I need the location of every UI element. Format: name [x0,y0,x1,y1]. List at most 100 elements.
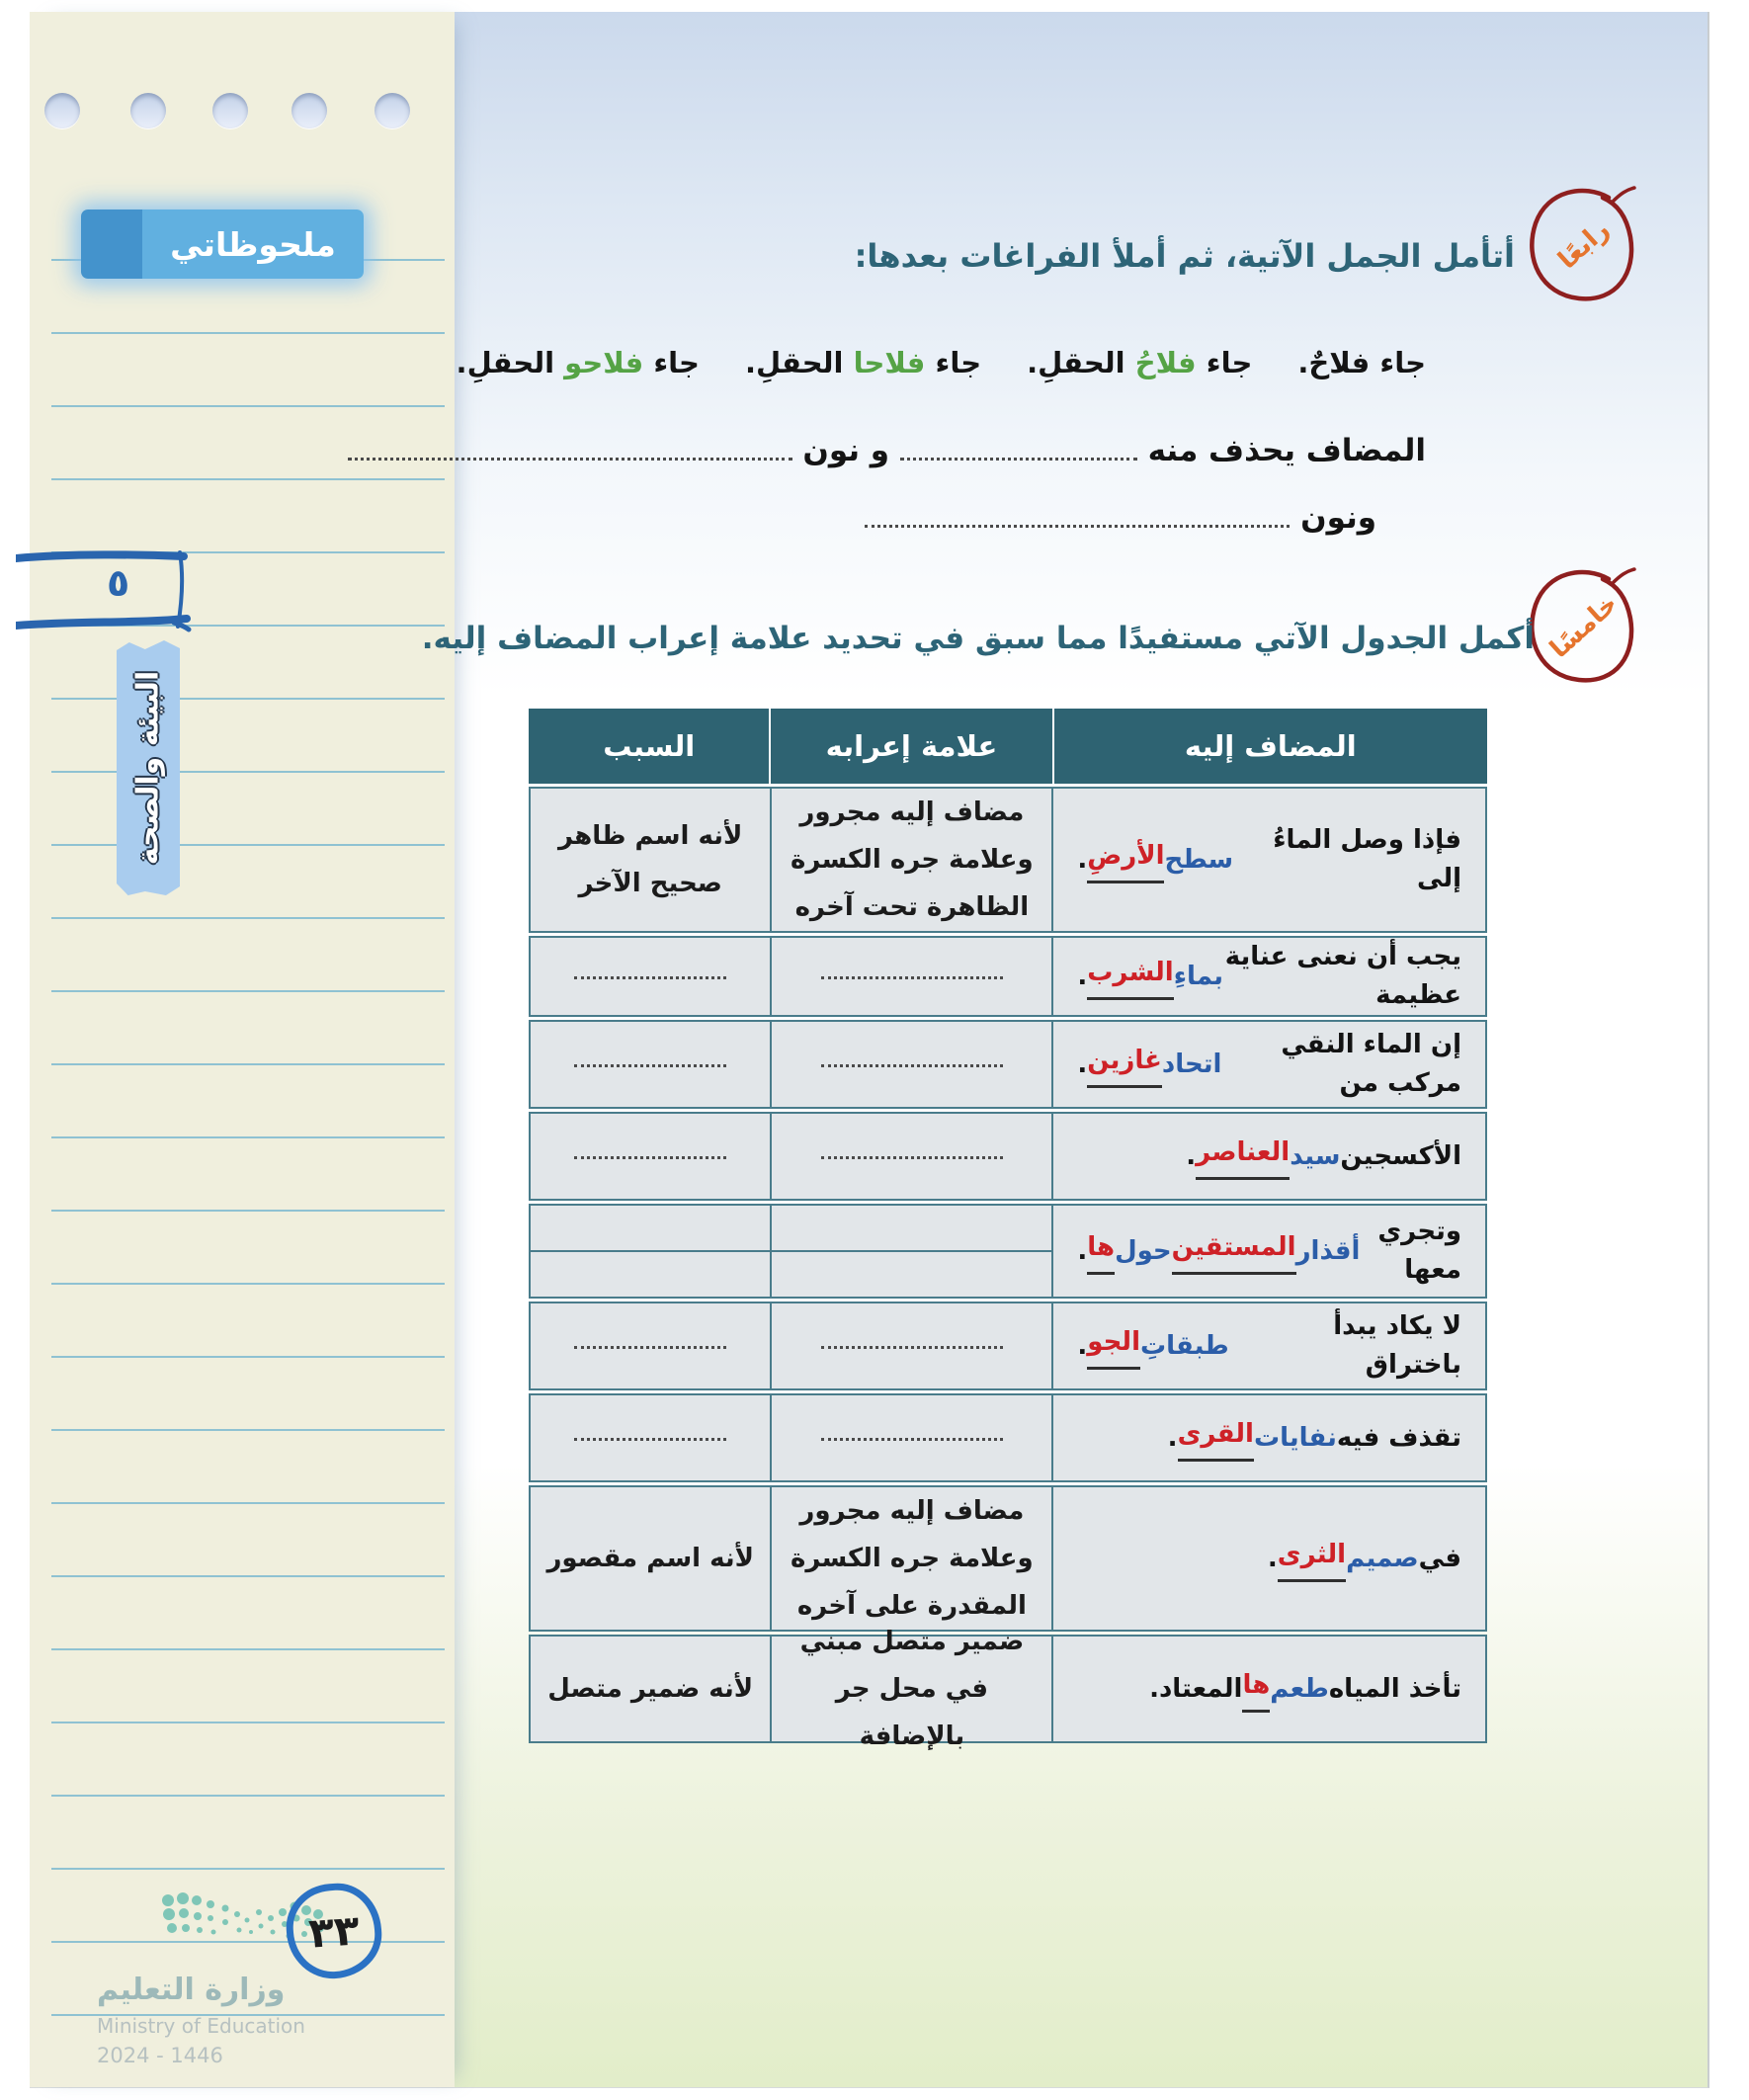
punch-hole [212,93,248,128]
answer-blank [772,1206,1052,1252]
notes-label: ملحوظاتي [81,210,364,279]
answer-blank [574,1435,727,1441]
ministry-years: 2024 - 1446 [97,2044,223,2067]
text-segment: تأخذ المياه [1328,1673,1461,1704]
header-reason: السبب [529,709,772,784]
header-genitive: المضاف إليه [1184,729,1357,763]
hand-drawn-circle-icon [1530,186,1636,301]
answer-blank [821,1343,1003,1349]
text-segment: . [1077,1235,1088,1266]
genitive-sentence: تقذف فيه نفايات القرى. [1053,1395,1485,1480]
text-segment: أقذار [1295,1235,1361,1266]
answer-blank [574,1061,727,1067]
text-segment: تقذف فيه [1336,1422,1461,1453]
grammar-table: المضاف إليه علامة إعرابه السبب فإذا وصل … [529,709,1487,1751]
text-segment: صميم [1346,1543,1419,1573]
text-segment: . [1077,1330,1088,1361]
text-segment: يجب أن نعنى عناية عظيمة [1224,942,1461,1010]
example-sentence: جاء فلاحٌ. [1297,346,1426,379]
answer-blank [574,973,727,979]
section-four-badge: رابعًا [1524,180,1644,310]
dotted-blank [865,502,1291,528]
text-segment: سطح [1164,844,1234,875]
marking-cell [772,1303,1054,1388]
genitive-sentence: يجب أن نعنى عناية عظيمة بماءِ الشرب. [1053,938,1485,1015]
genitive-word: الجو [1087,1323,1140,1370]
notes-sidebar: ملحوظاتي ٥ البيئة والصحة وزارة الت [16,12,455,2087]
punch-hole [130,93,166,128]
answer-blank [531,1252,770,1297]
answer-blank [772,1252,1051,1297]
unit-number-box [16,550,192,632]
genitive-sentence: لا يكاد يبدأ باختراق طبقاتِ الجو. [1053,1303,1485,1388]
answer-blank [574,1343,727,1349]
punch-hole [44,93,80,128]
answer-blank [531,1206,771,1252]
example-sentence: جاء فلاحُ الحقلِ. [1027,346,1252,379]
example-sentence: جاء فلاحا الحقلِ. [745,346,981,379]
genitive-word: الثرى [1277,1536,1347,1582]
genitive-sentence: الأكسجين سيد العناصر. [1053,1114,1485,1199]
worksheet-page: ملحوظاتي ٥ البيئة والصحة وزارة الت [16,12,1709,2088]
text-segment: اتحاد [1161,1049,1222,1079]
text-segment: سيد [1290,1140,1341,1171]
marking-cell [772,938,1054,1015]
unit-tab-ribbon: البيئة والصحة [117,640,180,895]
genitive-word: القرى [1177,1415,1254,1462]
genitive-sentence: في صميم الثرى. [1053,1487,1485,1630]
text-segment: طبقاتِ [1139,1330,1229,1361]
text-segment: ونون [1290,500,1376,536]
text-segment: بماءِ [1173,961,1223,991]
text-segment: جاء [925,346,982,379]
genitive-sentence: وتجري معها أقذار المستقين حول ها. [1053,1206,1485,1297]
text-segment: الحقلِ. [744,346,854,379]
genitive-word: ها [1087,1228,1116,1275]
table-row: الأكسجين سيد العناصر. [529,1112,1487,1201]
answer-blank [821,973,1003,979]
text-segment: . [1077,961,1088,991]
unit-number: ٥ [107,561,130,605]
marking-cell [772,1022,1054,1107]
table-row: تأخذ المياه طعم ها المعتاد. ضمير متصل مبن… [529,1627,1487,1751]
ministry-logo-dots [162,1892,324,1939]
text-segment: . [1267,1543,1278,1573]
section-five-title: أكمل الجدول الآتي مستفيدًا مما سبق في تح… [421,621,1535,656]
text-segment: في [1418,1543,1461,1573]
marking-cell: مضاف إليه مجرور وعلامة جره الكسرة المقدر… [772,1487,1054,1630]
text-segment: . [1077,1049,1088,1079]
answer-blank [821,1061,1003,1067]
reason-cell [531,1022,773,1107]
answer-blank [821,1435,1003,1441]
text-segment: فإذا وصل الماءُ إلى [1273,825,1461,893]
ruled-lines [51,259,445,2030]
text-segment: فلاحا [853,346,926,379]
notes-label-text: ملحوظاتي [170,224,336,264]
text-segment: و نون [791,433,900,468]
example-sentences: جاء فلاحٌ. جاء فلاحُ الحقلِ. جاء فلاحا ا… [457,346,1426,379]
marking-cell: ضمير متصل مبني في محل جر بالإضافة [772,1627,1054,1751]
fill-in-line-1: المضاف يحذف منه و نون [347,433,1426,468]
text-segment: فلاحُ [1134,346,1197,379]
table-header-row: المضاف إليه علامة إعرابه السبب [529,709,1487,784]
genitive-word: ها [1242,1666,1271,1713]
table-row: إن الماء النقي مركب من اتحاد غازين. [529,1020,1487,1109]
genitive-sentence: تأخذ المياه طعم ها المعتاد. [1053,1637,1485,1741]
hand-drawn-circle-icon [1530,567,1636,683]
text-segment: طعم [1270,1673,1329,1704]
header-marking: علامة إعرابه [771,709,1054,784]
text-segment: إن الماء النقي مركب من [1281,1030,1461,1098]
text-segment: . [1077,844,1088,875]
text-segment: حول [1115,1235,1172,1266]
text-segment: لا يكاد يبدأ باختراق [1333,1311,1461,1380]
text-segment: . [1186,1140,1197,1171]
section-five-badge: خامسًا [1524,561,1644,692]
answer-blank [574,1153,727,1159]
genitive-word: العناصر [1196,1134,1291,1180]
text-segment: المعتاد. [1149,1673,1243,1704]
genitive-word: الأرضِ [1087,837,1165,883]
reason-cell [531,938,773,1015]
marking-cell [772,1395,1054,1480]
text-segment: الحقلِ. [456,346,565,379]
dotted-blank [899,435,1137,461]
marking-cell [772,1114,1054,1199]
